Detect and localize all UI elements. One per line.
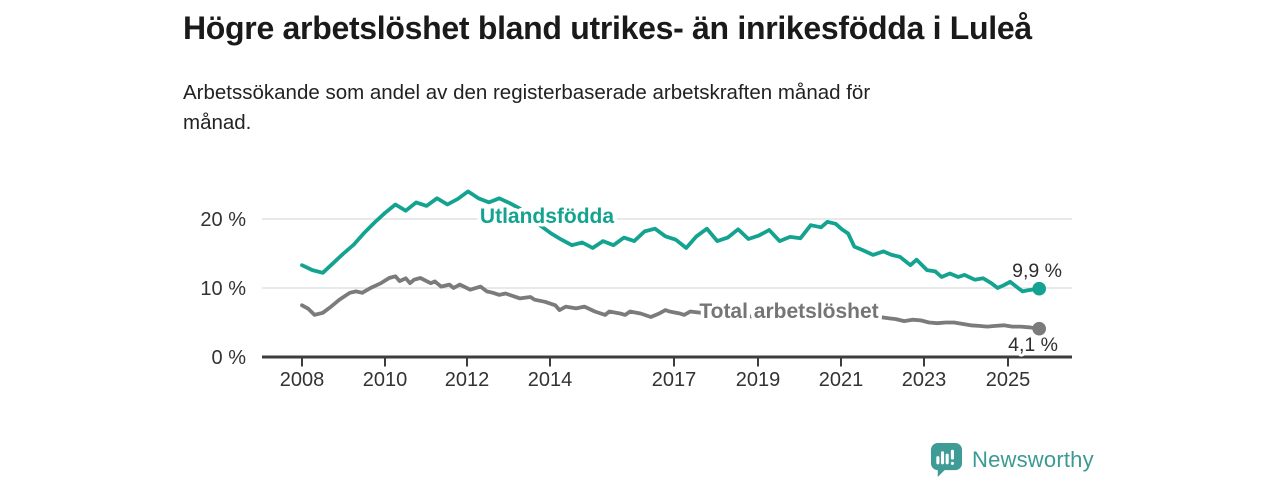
newsworthy-wordmark: Newsworthy [972, 446, 1094, 472]
x-tick-label: 2017 [652, 369, 697, 391]
newsworthy-logo[interactable]: Newsworthy [930, 441, 1094, 478]
series-label-utlandsfodda: Utlandsfödda [480, 205, 614, 228]
x-tick-label: 2025 [986, 369, 1031, 391]
x-tick-label: 2019 [736, 369, 781, 391]
x-axis-ticks [301, 358, 1009, 367]
series-label-total: Total arbetslöshet [699, 300, 878, 323]
series-end-dot-1 [1032, 321, 1046, 336]
page-title: Högre arbetslöshet bland utrikes- än inr… [183, 10, 1032, 46]
x-tick-label: 2023 [902, 369, 947, 391]
y-tick-label: 20 % [200, 209, 246, 231]
chart-subtitle: Arbetssökande som andel av den registerb… [183, 81, 871, 134]
series-line-0 [300, 189, 1042, 294]
y-tick-label: 0 % [212, 347, 247, 369]
end-value-label-utlandsfodda: 9,9 % [1012, 260, 1062, 282]
x-tick-label: 2008 [280, 369, 325, 391]
x-tick-label: 2012 [445, 369, 490, 391]
bar-chart-badge-icon [930, 443, 963, 477]
x-tick-label: 2021 [819, 369, 864, 391]
series-end-dot-0 [1032, 281, 1046, 296]
series-layer [300, 189, 1046, 336]
x-tick-label: 2014 [528, 369, 573, 391]
y-tick-label: 10 % [200, 278, 246, 300]
y-axis-labels: 0 % 10 % 20 % [200, 209, 246, 369]
x-axis-labels: 2008 2010 2012 2014 2017 2019 2021 2023 … [280, 369, 1031, 391]
end-value-label-total: 4,1 % [1008, 334, 1058, 356]
x-tick-label: 2010 [363, 369, 408, 391]
series-line-1 [300, 274, 1042, 331]
